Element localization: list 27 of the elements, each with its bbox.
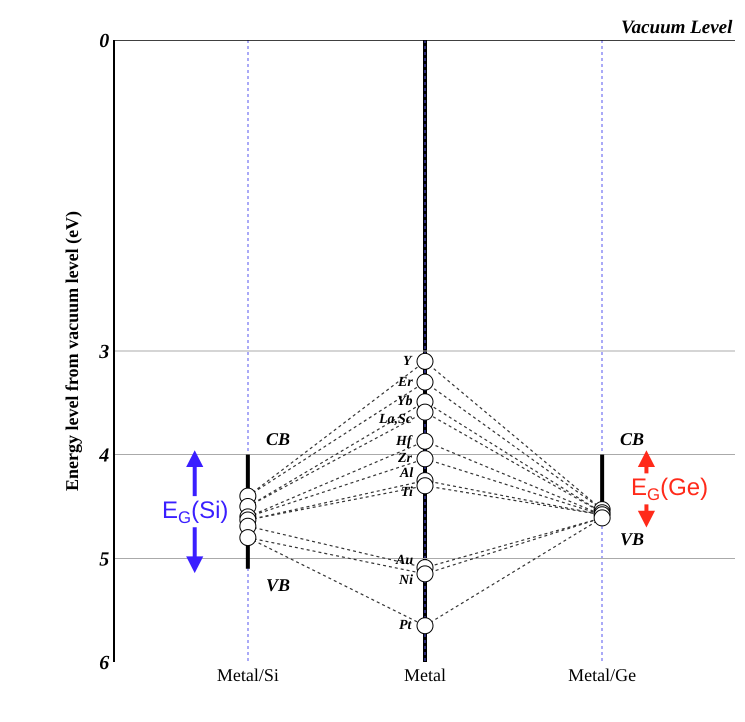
data-label: Zr — [397, 451, 413, 466]
data-label: Ti — [401, 485, 414, 500]
annotation: VB — [620, 529, 644, 549]
x-tick-label: Metal/Ge — [568, 665, 636, 685]
ref-line-label: Vacuum Level — [621, 17, 734, 38]
annotation: VB — [266, 575, 290, 595]
annotation: E$_{G}$(Ge) — [631, 474, 708, 504]
annotation: CB — [266, 429, 290, 449]
data-label: Pt — [399, 618, 413, 633]
y-tick-label: 3 — [98, 341, 110, 363]
data-label: Yb — [397, 394, 413, 409]
x-tick-label: Metal/Si — [216, 665, 279, 685]
data-label: La,Sc — [378, 412, 413, 427]
data-label: Au — [395, 553, 414, 568]
y-tick-label: 4 — [98, 444, 110, 467]
x-tick-label: Metal — [404, 665, 446, 685]
data-label: Al — [399, 466, 414, 481]
y-axis-title: Energy level from vacuum level (eV) — [62, 210, 82, 492]
data-label: Y — [403, 354, 413, 369]
annotation: E$_{G}$(Si) — [162, 497, 228, 528]
y-tick-label: 5 — [99, 548, 110, 570]
data-label: Hf — [395, 434, 413, 449]
data-label: Ni — [398, 573, 414, 588]
y-tick-label: 6 — [99, 652, 110, 674]
data-label: Er — [397, 375, 414, 390]
annotation: CB — [620, 429, 644, 449]
y-tick-label: 0 — [99, 30, 110, 52]
